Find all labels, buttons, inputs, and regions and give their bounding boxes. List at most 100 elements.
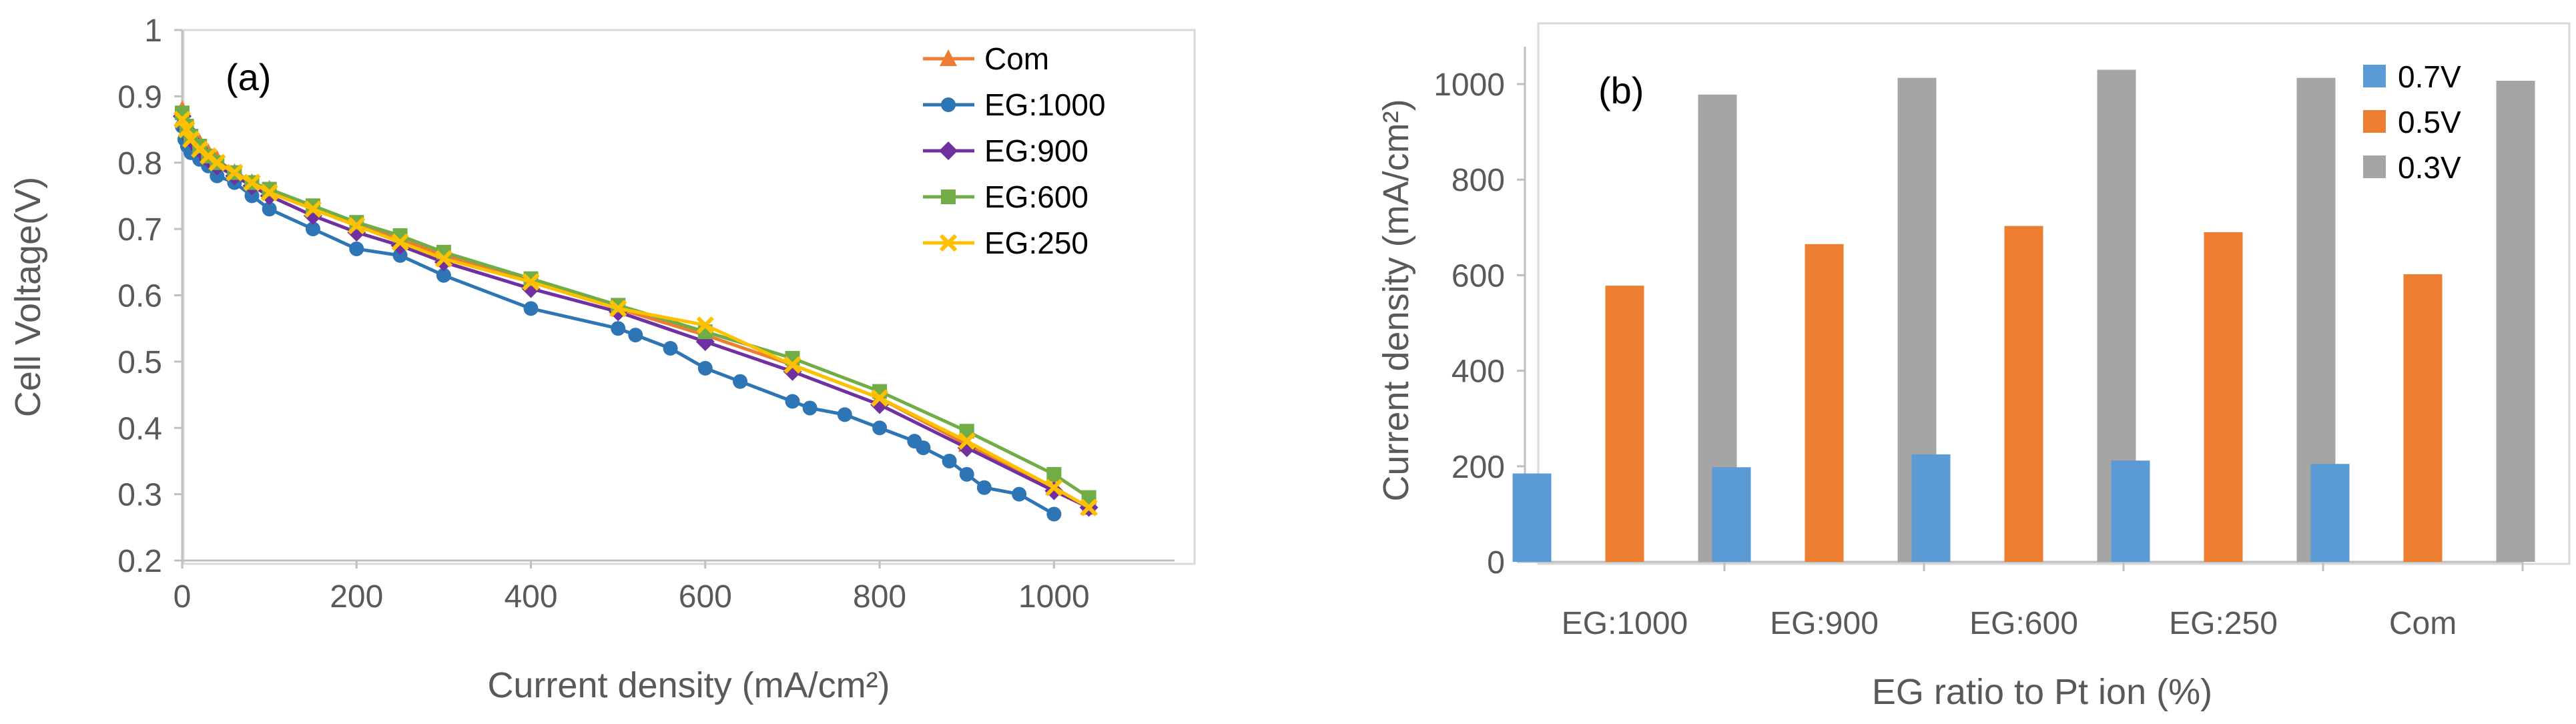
panel-label-b: (b) (1598, 69, 1644, 111)
legend-item-eg-250: EG:250 (923, 226, 1088, 260)
y-tick-label: 0.3 (117, 478, 162, 513)
data-point (1046, 466, 1062, 482)
x-axis-title: Current density (mA/cm²) (487, 665, 890, 705)
y-axis-title: Current density (mA/cm²) (1376, 99, 1416, 501)
data-point (696, 316, 714, 334)
x-category-label: EG:900 (1770, 606, 1879, 641)
legend-swatch (2363, 110, 2386, 133)
x-category-label: EG:1000 (1562, 606, 1688, 641)
plot-frame (1537, 22, 2571, 565)
legend-marker (939, 234, 958, 252)
bar-0-5v-eg-1000 (1605, 286, 1644, 562)
x-tick-label: 1000 (1018, 579, 1090, 615)
y-tick-label: 1000 (1433, 67, 1505, 103)
x-category-label: Com (2389, 606, 2457, 641)
data-point (523, 301, 539, 316)
data-point (916, 440, 931, 456)
legend-label: EG:250 (984, 226, 1088, 260)
x-tick-label: 200 (330, 579, 383, 615)
data-point (436, 268, 451, 283)
data-point (958, 432, 976, 450)
data-point (697, 360, 713, 376)
legend-label: 0.3V (2398, 150, 2461, 185)
data-point (609, 300, 627, 318)
bar-0-7v-eg-600 (1911, 454, 1951, 562)
data-point (663, 341, 678, 356)
legend-item-eg-900: EG:900 (923, 133, 1088, 168)
bar-0-7v-eg-1000 (1512, 473, 1552, 562)
bar-0-5v-eg-900 (1805, 244, 1844, 562)
legend-label: EG:900 (984, 133, 1088, 168)
data-point (611, 321, 626, 336)
x-axis-title: EG ratio to Pt ion (%) (1872, 672, 2212, 712)
y-tick-label: 0.4 (117, 411, 162, 446)
y-tick-label: 600 (1452, 258, 1505, 294)
chart-a-voltage-curves: (a) Current density (mA/cm²) Cell Voltag… (8, 13, 1196, 705)
data-point (976, 480, 992, 495)
bar-0-7v-eg-900 (1712, 467, 1751, 562)
chart-b-current-density-bars: (b) EG ratio to Pt ion (%) Current densi… (1376, 22, 2571, 712)
legend-label: Com (984, 41, 1049, 76)
legend-marker (941, 97, 956, 112)
y-tick-label: 0 (1487, 545, 1505, 581)
y-tick-label: 200 (1452, 450, 1505, 485)
data-point (1046, 506, 1062, 522)
bar-0-5v-eg-250 (2204, 232, 2243, 562)
data-point (210, 168, 225, 184)
x-tick-label: 400 (504, 579, 557, 615)
legend-marker (939, 141, 958, 160)
data-point (872, 420, 888, 436)
data-point (260, 184, 278, 202)
data-point (391, 233, 409, 252)
legend-item-com: Com (923, 41, 1049, 76)
legend-item-eg-1000: EG:1000 (923, 87, 1106, 122)
legend-item-0-3v: 0.3V (2363, 150, 2461, 185)
legend-label: EG:1000 (984, 87, 1106, 122)
y-tick-label: 1 (144, 13, 162, 49)
data-point (522, 273, 540, 291)
x-tick-label: 600 (679, 579, 732, 615)
data-point (783, 356, 801, 374)
data-point (244, 188, 260, 204)
y-tick-label: 800 (1452, 163, 1505, 198)
data-point (349, 241, 364, 256)
legend-label: 0.5V (2398, 105, 2461, 139)
legend-marker (941, 190, 956, 204)
data-point (178, 120, 196, 139)
legend-item-0-7v: 0.7V (2363, 59, 2461, 94)
x-tick-label: 0 (174, 579, 192, 615)
data-point (262, 202, 277, 217)
data-point (1012, 486, 1027, 502)
series-line (180, 119, 1090, 509)
y-tick-label: 0.9 (117, 79, 162, 115)
series-com (174, 100, 1098, 515)
data-point (305, 222, 320, 237)
x-category-label: EG:250 (2169, 606, 2278, 641)
bar-0-5v-eg-600 (2004, 226, 2043, 562)
bar-0-5v-com (2403, 274, 2443, 562)
data-point (802, 400, 818, 416)
y-tick-label: 400 (1452, 354, 1505, 390)
y-tick-label: 0.2 (117, 544, 162, 579)
y-tick-label: 0.7 (117, 212, 162, 248)
legend-label: 0.7V (2398, 59, 2461, 94)
data-point (208, 153, 226, 171)
data-point (173, 111, 192, 129)
y-axis-title: Cell Voltage(V) (8, 177, 48, 417)
y-tick-label: 0.5 (117, 345, 162, 380)
legend-item-eg-600: EG:600 (923, 179, 1088, 214)
legend-swatch (2363, 155, 2386, 178)
data-point (226, 163, 244, 182)
y-tick-label: 0.8 (117, 146, 162, 182)
data-point (785, 394, 800, 409)
data-point (870, 389, 889, 407)
data-point (1080, 498, 1098, 516)
x-category-label: EG:600 (1969, 606, 2078, 641)
data-point (733, 374, 748, 389)
data-point (959, 466, 974, 482)
legend-item-0-5v: 0.5V (2363, 105, 2461, 139)
legend-label: EG:600 (984, 179, 1088, 214)
data-point (628, 328, 643, 343)
data-point (837, 407, 852, 422)
